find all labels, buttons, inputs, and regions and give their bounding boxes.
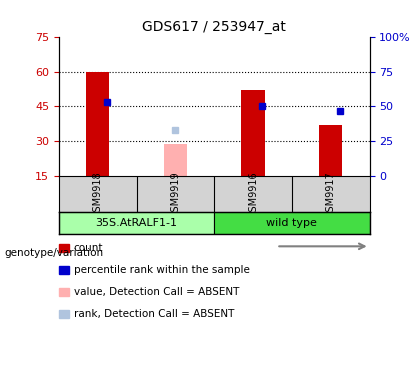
Bar bbox=[241, 90, 265, 176]
Bar bbox=[59, 212, 214, 234]
Text: rank, Detection Call = ABSENT: rank, Detection Call = ABSENT bbox=[74, 309, 234, 319]
Text: GSM9918: GSM9918 bbox=[93, 171, 102, 218]
Text: percentile rank within the sample: percentile rank within the sample bbox=[74, 265, 249, 275]
Bar bbox=[214, 212, 370, 234]
Title: GDS617 / 253947_at: GDS617 / 253947_at bbox=[142, 20, 286, 34]
Text: value, Detection Call = ABSENT: value, Detection Call = ABSENT bbox=[74, 287, 239, 297]
Bar bbox=[164, 144, 187, 176]
Text: GSM9916: GSM9916 bbox=[248, 171, 258, 218]
Text: 35S.AtRALF1-1: 35S.AtRALF1-1 bbox=[95, 218, 178, 228]
Text: genotype/variation: genotype/variation bbox=[4, 248, 103, 258]
Bar bbox=[319, 125, 342, 176]
Text: GSM9917: GSM9917 bbox=[326, 171, 336, 218]
Text: GSM9919: GSM9919 bbox=[171, 171, 180, 218]
Text: wild type: wild type bbox=[266, 218, 318, 228]
Bar bbox=[86, 71, 109, 176]
Text: count: count bbox=[74, 243, 103, 253]
